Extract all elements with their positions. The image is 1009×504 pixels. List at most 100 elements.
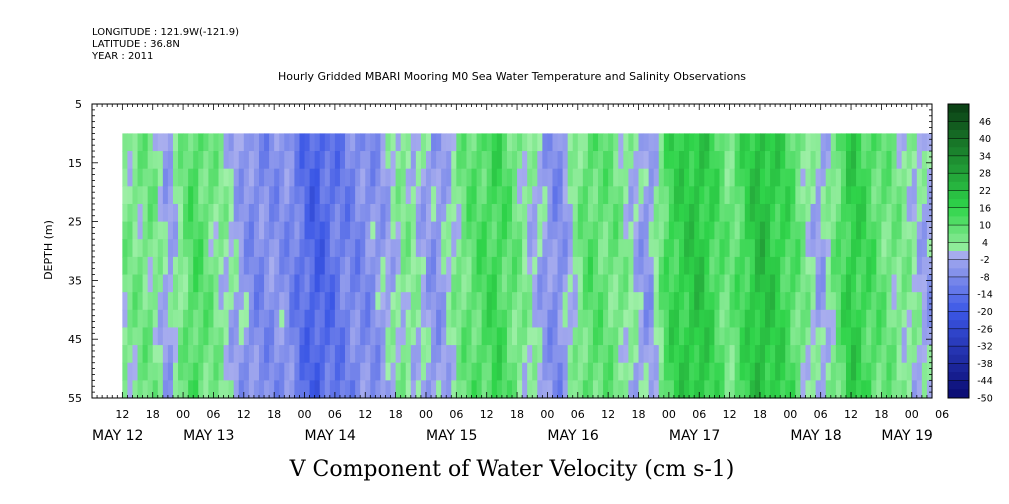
heatmap-cell xyxy=(577,309,584,329)
heatmap-cell xyxy=(805,292,812,311)
heatmap-cell xyxy=(643,345,650,364)
heatmap-cell xyxy=(400,133,407,152)
heatmap-cell xyxy=(395,327,402,346)
heatmap-cell xyxy=(729,186,736,205)
heatmap-cell xyxy=(856,186,862,205)
heatmap-cell xyxy=(633,345,640,364)
heatmap-cell xyxy=(198,362,204,381)
heatmap-cell xyxy=(800,274,807,293)
heatmap-cell xyxy=(916,380,923,399)
heatmap-cell xyxy=(628,345,635,364)
heatmap-cell xyxy=(527,309,533,329)
heatmap-cell xyxy=(921,168,928,187)
heatmap-cell xyxy=(714,239,721,258)
heatmap-cell xyxy=(881,168,888,187)
heatmap-cell xyxy=(466,256,473,276)
heatmap-cell xyxy=(410,221,417,240)
heatmap-cell xyxy=(527,221,533,240)
heatmap-cell xyxy=(522,151,528,170)
heatmap-cell xyxy=(491,274,498,293)
heatmap-cell xyxy=(603,327,609,346)
heatmap-cell xyxy=(613,309,619,329)
heatmap-cell xyxy=(258,133,265,152)
heatmap-cell xyxy=(218,221,225,240)
heatmap-cell xyxy=(233,168,240,187)
heatmap-cell xyxy=(582,256,589,276)
heatmap-cell xyxy=(582,362,589,381)
heatmap-cell xyxy=(339,274,346,293)
heatmap-cell xyxy=(183,133,189,152)
heatmap-cell xyxy=(800,221,807,240)
heatmap-cell xyxy=(592,362,599,381)
heatmap-cell xyxy=(876,168,882,187)
heatmap-cell xyxy=(921,256,928,276)
heatmap-cell xyxy=(653,221,660,240)
heatmap-cell xyxy=(861,133,867,152)
heatmap-cell xyxy=(152,203,159,223)
heatmap-cell xyxy=(608,186,614,205)
heatmap-cell xyxy=(810,221,817,240)
heatmap-cell xyxy=(749,274,756,293)
heatmap-cell xyxy=(248,133,255,152)
heatmap-cell xyxy=(840,151,847,170)
heatmap-cell xyxy=(840,133,847,152)
heatmap-cell xyxy=(835,168,842,187)
heatmap-cell xyxy=(132,221,139,240)
heatmap-cell xyxy=(203,151,209,170)
heatmap-cell xyxy=(476,151,483,170)
heatmap-cell xyxy=(876,221,882,240)
heatmap-cell xyxy=(724,239,731,258)
heatmap-cell xyxy=(193,362,199,381)
heatmap-cell xyxy=(309,292,316,311)
heatmap-cell xyxy=(567,186,574,205)
heatmap-cell xyxy=(162,362,169,381)
heatmap-cell xyxy=(734,345,741,364)
heatmap-cell xyxy=(835,133,842,152)
heatmap-cell xyxy=(425,168,432,187)
heatmap-cell xyxy=(456,168,462,187)
heatmap-cell xyxy=(638,309,645,329)
heatmap-cell xyxy=(840,274,847,293)
heatmap-cell xyxy=(258,186,265,205)
heatmap-cell xyxy=(628,327,635,346)
heatmap-cell xyxy=(881,362,888,381)
heatmap-cell xyxy=(532,292,538,311)
heatmap-cell xyxy=(921,345,928,364)
heatmap-cell xyxy=(339,239,346,258)
heatmap-cell xyxy=(653,274,660,293)
heatmap-cell xyxy=(856,380,862,399)
heatmap-cell xyxy=(724,221,731,240)
heatmap-cell xyxy=(329,292,336,311)
heatmap-cell xyxy=(223,256,230,276)
heatmap-cell xyxy=(213,221,220,240)
heatmap-cell xyxy=(770,221,776,240)
heatmap-cell xyxy=(476,168,483,187)
heatmap-cell xyxy=(678,151,685,170)
heatmap-cell xyxy=(319,274,326,293)
heatmap-cell xyxy=(122,327,129,346)
heatmap-cell xyxy=(405,221,412,240)
heatmap-cell xyxy=(851,345,857,364)
heatmap-cell xyxy=(557,203,564,223)
heatmap-cell xyxy=(238,380,245,399)
heatmap-cell xyxy=(258,327,265,346)
heatmap-cell xyxy=(385,256,392,276)
heatmap-cell xyxy=(734,186,741,205)
heatmap-cell xyxy=(471,256,478,276)
heatmap-cell xyxy=(770,362,776,381)
heatmap-cell xyxy=(643,362,650,381)
heatmap-cell xyxy=(572,221,579,240)
heatmap-cell xyxy=(345,274,351,293)
heatmap-cell xyxy=(461,168,468,187)
heatmap-cell xyxy=(324,380,331,399)
heatmap-cell xyxy=(264,168,270,187)
heatmap-cell xyxy=(522,133,528,152)
heatmap-cell xyxy=(345,292,351,311)
heatmap-cell xyxy=(567,327,574,346)
heatmap-cell xyxy=(562,380,569,399)
heatmap-cell xyxy=(365,327,371,346)
heatmap-cell xyxy=(410,327,417,346)
heatmap-cell xyxy=(886,327,893,346)
heatmap-cell xyxy=(592,256,599,276)
heatmap-cell xyxy=(542,309,549,329)
